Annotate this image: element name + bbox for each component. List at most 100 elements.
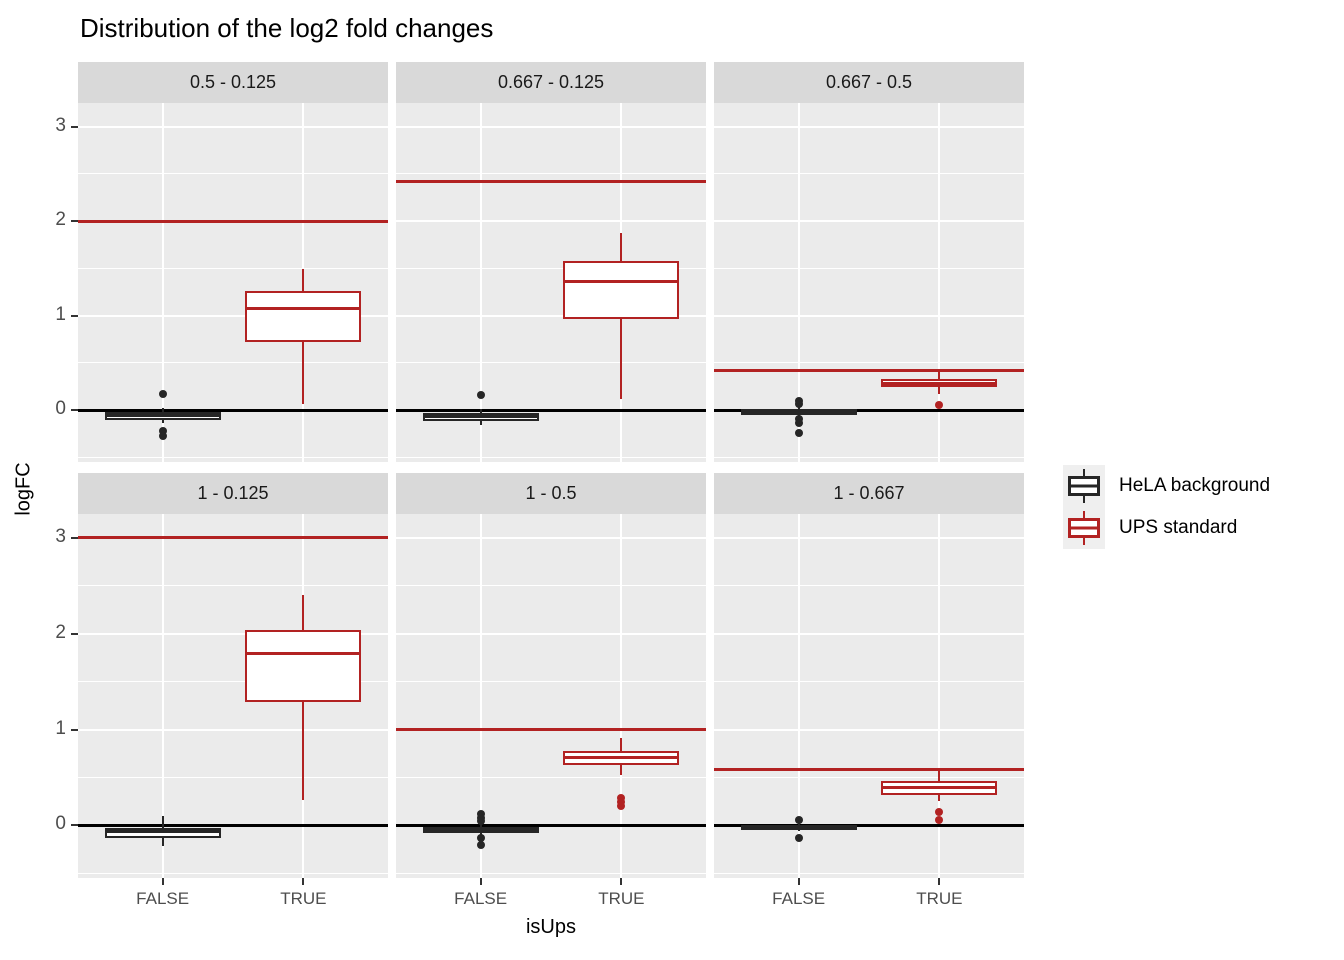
y-tick-mark [71, 409, 78, 412]
panel [396, 514, 706, 878]
gridline-h-major [78, 632, 388, 635]
outlier-dot [794, 428, 803, 437]
y-tick-mark [71, 125, 78, 128]
outlier-dot [158, 389, 167, 398]
gridline-v-major [938, 103, 941, 462]
gridline-h-major [396, 125, 706, 128]
facet-strip: 0.5 - 0.125 [78, 62, 388, 103]
chart-title: Distribution of the log2 fold changes [80, 13, 494, 43]
y-tick-label: 2 [55, 621, 66, 643]
y-tick-mark [71, 536, 78, 539]
legend-label-ups: UPS standard [1119, 517, 1238, 538]
gridline-h-minor [396, 776, 706, 778]
y-axis-title: logFC [12, 462, 35, 516]
gridline-v-major [479, 514, 482, 878]
expected-logfc-line [714, 767, 1024, 771]
gridline-h-major [78, 728, 388, 731]
gridline-h-major [714, 125, 1024, 128]
facet-strip: 1 - 0.125 [78, 473, 388, 514]
x-tick-label: TRUE [598, 889, 645, 908]
gridline-h-major [714, 314, 1024, 317]
facet-strip: 0.667 - 0.125 [396, 62, 706, 103]
x-tick-label: FALSE [772, 889, 826, 908]
expected-logfc-line [396, 728, 706, 732]
x-axis-title: isUps [525, 916, 577, 938]
boxplot-box-glyph-icon [1068, 476, 1100, 496]
x-tick-label: TRUE [280, 889, 327, 908]
legend: HeLA background UPS standard [1063, 465, 1270, 549]
gridline-h-minor [714, 681, 1024, 683]
gridline-h-major [396, 632, 706, 635]
gridline-h-minor [78, 456, 388, 458]
zero-line [714, 408, 1024, 412]
gridline-h-minor [78, 681, 388, 683]
boxplot-box-glyph-icon [1068, 518, 1100, 538]
boxplot-median [740, 826, 857, 830]
zero-line [714, 823, 1024, 827]
gridline-h-minor [396, 681, 706, 683]
panel [396, 103, 706, 462]
gridline-h-minor [714, 776, 1024, 778]
gridline-v-major [797, 514, 800, 878]
gridline-h-major [396, 220, 706, 223]
x-tick-mark [479, 878, 482, 885]
boxplot-median [422, 828, 539, 832]
boxplot-box [563, 260, 680, 320]
boxplot-median [245, 307, 362, 311]
x-tick-mark [938, 878, 941, 885]
gridline-h-minor [714, 362, 1024, 364]
y-tick-mark [71, 314, 78, 317]
gridline-h-major [714, 632, 1024, 635]
y-tick-label: 2 [55, 209, 66, 231]
legend-item-hela-background: HeLA background [1063, 465, 1270, 507]
gridline-h-major [78, 125, 388, 128]
legend-key-ups [1063, 507, 1105, 549]
boxplot-box [245, 291, 362, 343]
outlier-dot [794, 815, 803, 824]
outlier-dot [476, 817, 485, 826]
gridline-h-minor [78, 872, 388, 874]
gridline-h-minor [396, 872, 706, 874]
boxplot-median [104, 414, 221, 418]
legend-key-hela [1063, 465, 1105, 507]
gridline-h-minor [396, 267, 706, 269]
facet-strip: 1 - 0.5 [396, 473, 706, 514]
x-tick-label: FALSE [454, 889, 508, 908]
gridline-h-major [714, 220, 1024, 223]
outlier-dot [935, 401, 944, 410]
gridline-v-major [938, 514, 941, 878]
expected-logfc-line [396, 179, 706, 183]
y-tick-label: 0 [55, 813, 66, 835]
gridline-h-minor [396, 456, 706, 458]
panel [78, 103, 388, 462]
boxplot-median [422, 415, 539, 419]
facet-strip: 1 - 0.667 [714, 473, 1024, 514]
gridline-h-minor [714, 585, 1024, 587]
boxplot-median [740, 410, 857, 414]
gridline-v-major [161, 514, 164, 878]
x-tick-mark [620, 878, 623, 885]
expected-logfc-line [78, 219, 388, 223]
outlier-dot [158, 426, 167, 435]
y-tick-mark [71, 728, 78, 731]
y-tick-label: 1 [55, 717, 66, 739]
y-tick-mark [71, 824, 78, 827]
gridline-v-major [797, 103, 800, 462]
panel [78, 514, 388, 878]
legend-item-ups-standard: UPS standard [1063, 507, 1270, 549]
gridline-h-minor [396, 173, 706, 175]
facet-strip: 0.667 - 0.5 [714, 62, 1024, 103]
boxplot-median [563, 755, 680, 759]
zero-line [396, 823, 706, 827]
gridline-h-major [714, 728, 1024, 731]
outlier-dot [617, 793, 626, 802]
outlier-dot [794, 400, 803, 409]
gridline-h-minor [714, 872, 1024, 874]
x-tick-label: FALSE [136, 889, 190, 908]
y-tick-mark [71, 632, 78, 635]
gridline-h-minor [78, 173, 388, 175]
panel [714, 103, 1024, 462]
outlier-dot [794, 833, 803, 842]
